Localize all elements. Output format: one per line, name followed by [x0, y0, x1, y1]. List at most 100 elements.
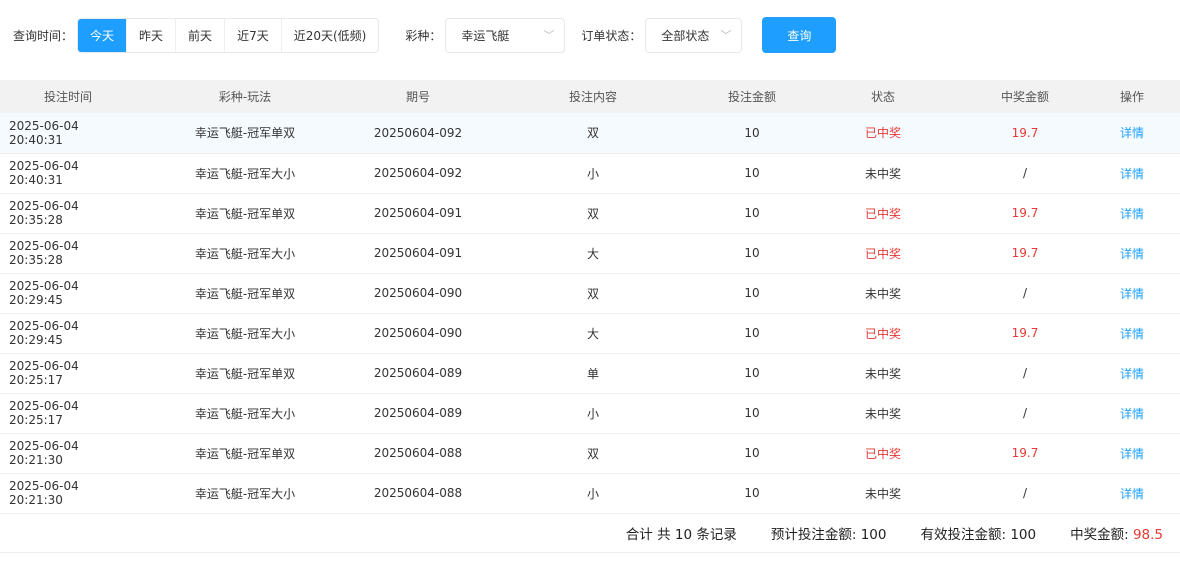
- status-cell: 未中奖: [800, 473, 966, 514]
- header-bet-amount: 投注金额: [704, 80, 800, 113]
- status-cell: 已中奖: [800, 113, 966, 154]
- table-header: 投注时间 彩种-玩法 期号 投注内容 投注金额 状态 中奖金额 操作: [0, 80, 1180, 113]
- lottery-select[interactable]: 幸运飞艇 ﹀: [445, 17, 566, 53]
- time-range-segment: 今天 昨天 前天 近7天 近20天(低频): [77, 17, 380, 53]
- time-label: 查询时间：: [13, 28, 74, 43]
- bet-time-cell: 2025-06-04 20:35:28: [0, 193, 136, 234]
- win-amount-cell: 19.7: [966, 193, 1084, 234]
- time-option-7days[interactable]: 近7天: [224, 18, 281, 52]
- bet-time-cell: 2025-06-04 20:29:45: [0, 313, 136, 354]
- table-row: 2025-06-04 20:40:31 幸运飞艇-冠军单双 20250604-092…: [0, 113, 1180, 154]
- win-amount-cell: /: [966, 353, 1084, 394]
- bet-content-cell: 小: [482, 153, 704, 194]
- bet-time-cell: 2025-06-04 20:25:17: [0, 393, 136, 434]
- lottery-play-cell: 幸运飞艇-冠军单双: [136, 193, 354, 234]
- action-link[interactable]: 详情: [1084, 113, 1180, 154]
- bet-content-cell: 双: [482, 113, 704, 154]
- issue-number-cell: 20250604-092: [354, 113, 482, 154]
- chevron-down-icon: ﹀: [543, 29, 555, 42]
- bet-time-cell: 2025-06-04 20:40:31: [0, 113, 136, 154]
- bet-content-cell: 双: [482, 433, 704, 474]
- bet-content-cell: 大: [482, 233, 704, 274]
- summary-footer: 合计 共 10 条记录 预计投注金额: 100 有效投注金额: 100 中奖金额…: [0, 514, 1180, 553]
- bet-amount-cell: 10: [704, 113, 800, 154]
- action-link[interactable]: 详情: [1084, 233, 1180, 274]
- status-cell: 未中奖: [800, 393, 966, 434]
- action-link[interactable]: 详情: [1084, 273, 1180, 314]
- issue-number-cell: 20250604-091: [354, 233, 482, 274]
- lottery-play-cell: 幸运飞艇-冠军单双: [136, 353, 354, 394]
- win-amount-cell: /: [966, 393, 1084, 434]
- expected-label: 预计投注金额:: [770, 527, 861, 543]
- table-row: 2025-06-04 20:21:30 幸运飞艇-冠军单双 20250604-088…: [0, 433, 1180, 474]
- bet-amount-cell: 10: [704, 473, 800, 514]
- time-option-today[interactable]: 今天: [78, 18, 127, 52]
- action-link[interactable]: 详情: [1084, 433, 1180, 474]
- lottery-label: 彩种：: [405, 28, 442, 43]
- table-row: 2025-06-04 20:25:17 幸运飞艇-冠军大小 20250604-089…: [0, 393, 1180, 434]
- action-link[interactable]: 详情: [1084, 193, 1180, 234]
- status-cell: 已中奖: [800, 193, 966, 234]
- bet-amount-cell: 10: [704, 433, 800, 474]
- bet-time-cell: 2025-06-04 20:35:28: [0, 233, 136, 274]
- table-row: 2025-06-04 20:40:31 幸运飞艇-冠军大小 20250604-092…: [0, 153, 1180, 194]
- table-row: 2025-06-04 20:21:30 幸运飞艇-冠军大小 20250604-088…: [0, 473, 1180, 514]
- header-win-amount: 中奖金额: [966, 80, 1084, 113]
- table-row: 2025-06-04 20:29:45 幸运飞艇-冠军大小 20250604-090…: [0, 313, 1180, 354]
- issue-number-cell: 20250604-091: [354, 193, 482, 234]
- status-cell: 未中奖: [800, 353, 966, 394]
- action-link[interactable]: 详情: [1084, 313, 1180, 354]
- win-amount-cell: /: [966, 153, 1084, 194]
- expected-value: 100: [860, 527, 887, 543]
- bet-records-table: 投注时间 彩种-玩法 期号 投注内容 投注金额 状态 中奖金额 操作 2025-06-04 2…: [0, 80, 1180, 514]
- valid-amount: 有效投注金额: 100: [920, 523, 1036, 543]
- action-link[interactable]: 详情: [1084, 393, 1180, 434]
- lottery-play-cell: 幸运飞艇-冠军大小: [136, 153, 354, 194]
- win-amount: 中奖金额: 98.5: [1070, 523, 1163, 543]
- status-cell: 已中奖: [800, 233, 966, 274]
- win-label: 中奖金额:: [1070, 527, 1133, 543]
- bet-amount-cell: 10: [704, 153, 800, 194]
- lottery-play-cell: 幸运飞艇-冠军大小: [136, 473, 354, 514]
- status-select[interactable]: 全部状态 ﹀: [645, 17, 743, 53]
- query-button[interactable]: 查询: [762, 17, 837, 53]
- action-link[interactable]: 详情: [1084, 153, 1180, 194]
- total-records: 合计 共 10 条记录: [625, 527, 737, 543]
- time-option-20days[interactable]: 近20天(低频): [280, 18, 379, 52]
- header-issue-number: 期号: [354, 80, 482, 113]
- lottery-play-cell: 幸运飞艇-冠军大小: [136, 233, 354, 274]
- table-row: 2025-06-04 20:25:17 幸运飞艇-冠军单双 20250604-089…: [0, 353, 1180, 394]
- action-link[interactable]: 详情: [1084, 473, 1180, 514]
- bet-content-cell: 单: [482, 353, 704, 394]
- status-cell: 已中奖: [800, 433, 966, 474]
- bet-time-cell: 2025-06-04 20:40:31: [0, 153, 136, 194]
- header-action: 操作: [1084, 80, 1180, 113]
- win-amount-cell: 19.7: [966, 233, 1084, 274]
- valid-label: 有效投注金额:: [920, 527, 1011, 543]
- action-link[interactable]: 详情: [1084, 353, 1180, 394]
- filter-bar: 查询时间： 今天 昨天 前天 近7天 近20天(低频) 彩种： 幸运飞艇 ﹀ 订…: [0, 17, 837, 53]
- status-cell: 已中奖: [800, 313, 966, 354]
- bet-time-cell: 2025-06-04 20:25:17: [0, 353, 136, 394]
- bet-amount-cell: 10: [704, 233, 800, 274]
- table-row: 2025-06-04 20:29:45 幸运飞艇-冠军单双 20250604-090…: [0, 273, 1180, 314]
- expected-amount: 预计投注金额: 100: [771, 523, 887, 543]
- lottery-play-cell: 幸运飞艇-冠军大小: [136, 313, 354, 354]
- table-row: 2025-06-04 20:35:28 幸运飞艇-冠军单双 20250604-091…: [0, 193, 1180, 234]
- issue-number-cell: 20250604-089: [354, 353, 482, 394]
- status-cell: 未中奖: [800, 153, 966, 194]
- chevron-down-icon: ﹀: [720, 29, 732, 42]
- win-amount-cell: 19.7: [966, 113, 1084, 154]
- bet-amount-cell: 10: [704, 313, 800, 354]
- status-cell: 未中奖: [800, 273, 966, 314]
- win-amount-cell: /: [966, 473, 1084, 514]
- time-option-yesterday[interactable]: 昨天: [126, 18, 175, 52]
- issue-number-cell: 20250604-090: [354, 273, 482, 314]
- header-lottery-play: 彩种-玩法: [136, 80, 354, 113]
- time-option-day-before[interactable]: 前天: [175, 18, 224, 52]
- win-amount-cell: /: [966, 273, 1084, 314]
- lottery-value: 幸运飞艇: [461, 28, 510, 43]
- issue-number-cell: 20250604-090: [354, 313, 482, 354]
- bet-content-cell: 小: [482, 473, 704, 514]
- bet-amount-cell: 10: [704, 193, 800, 234]
